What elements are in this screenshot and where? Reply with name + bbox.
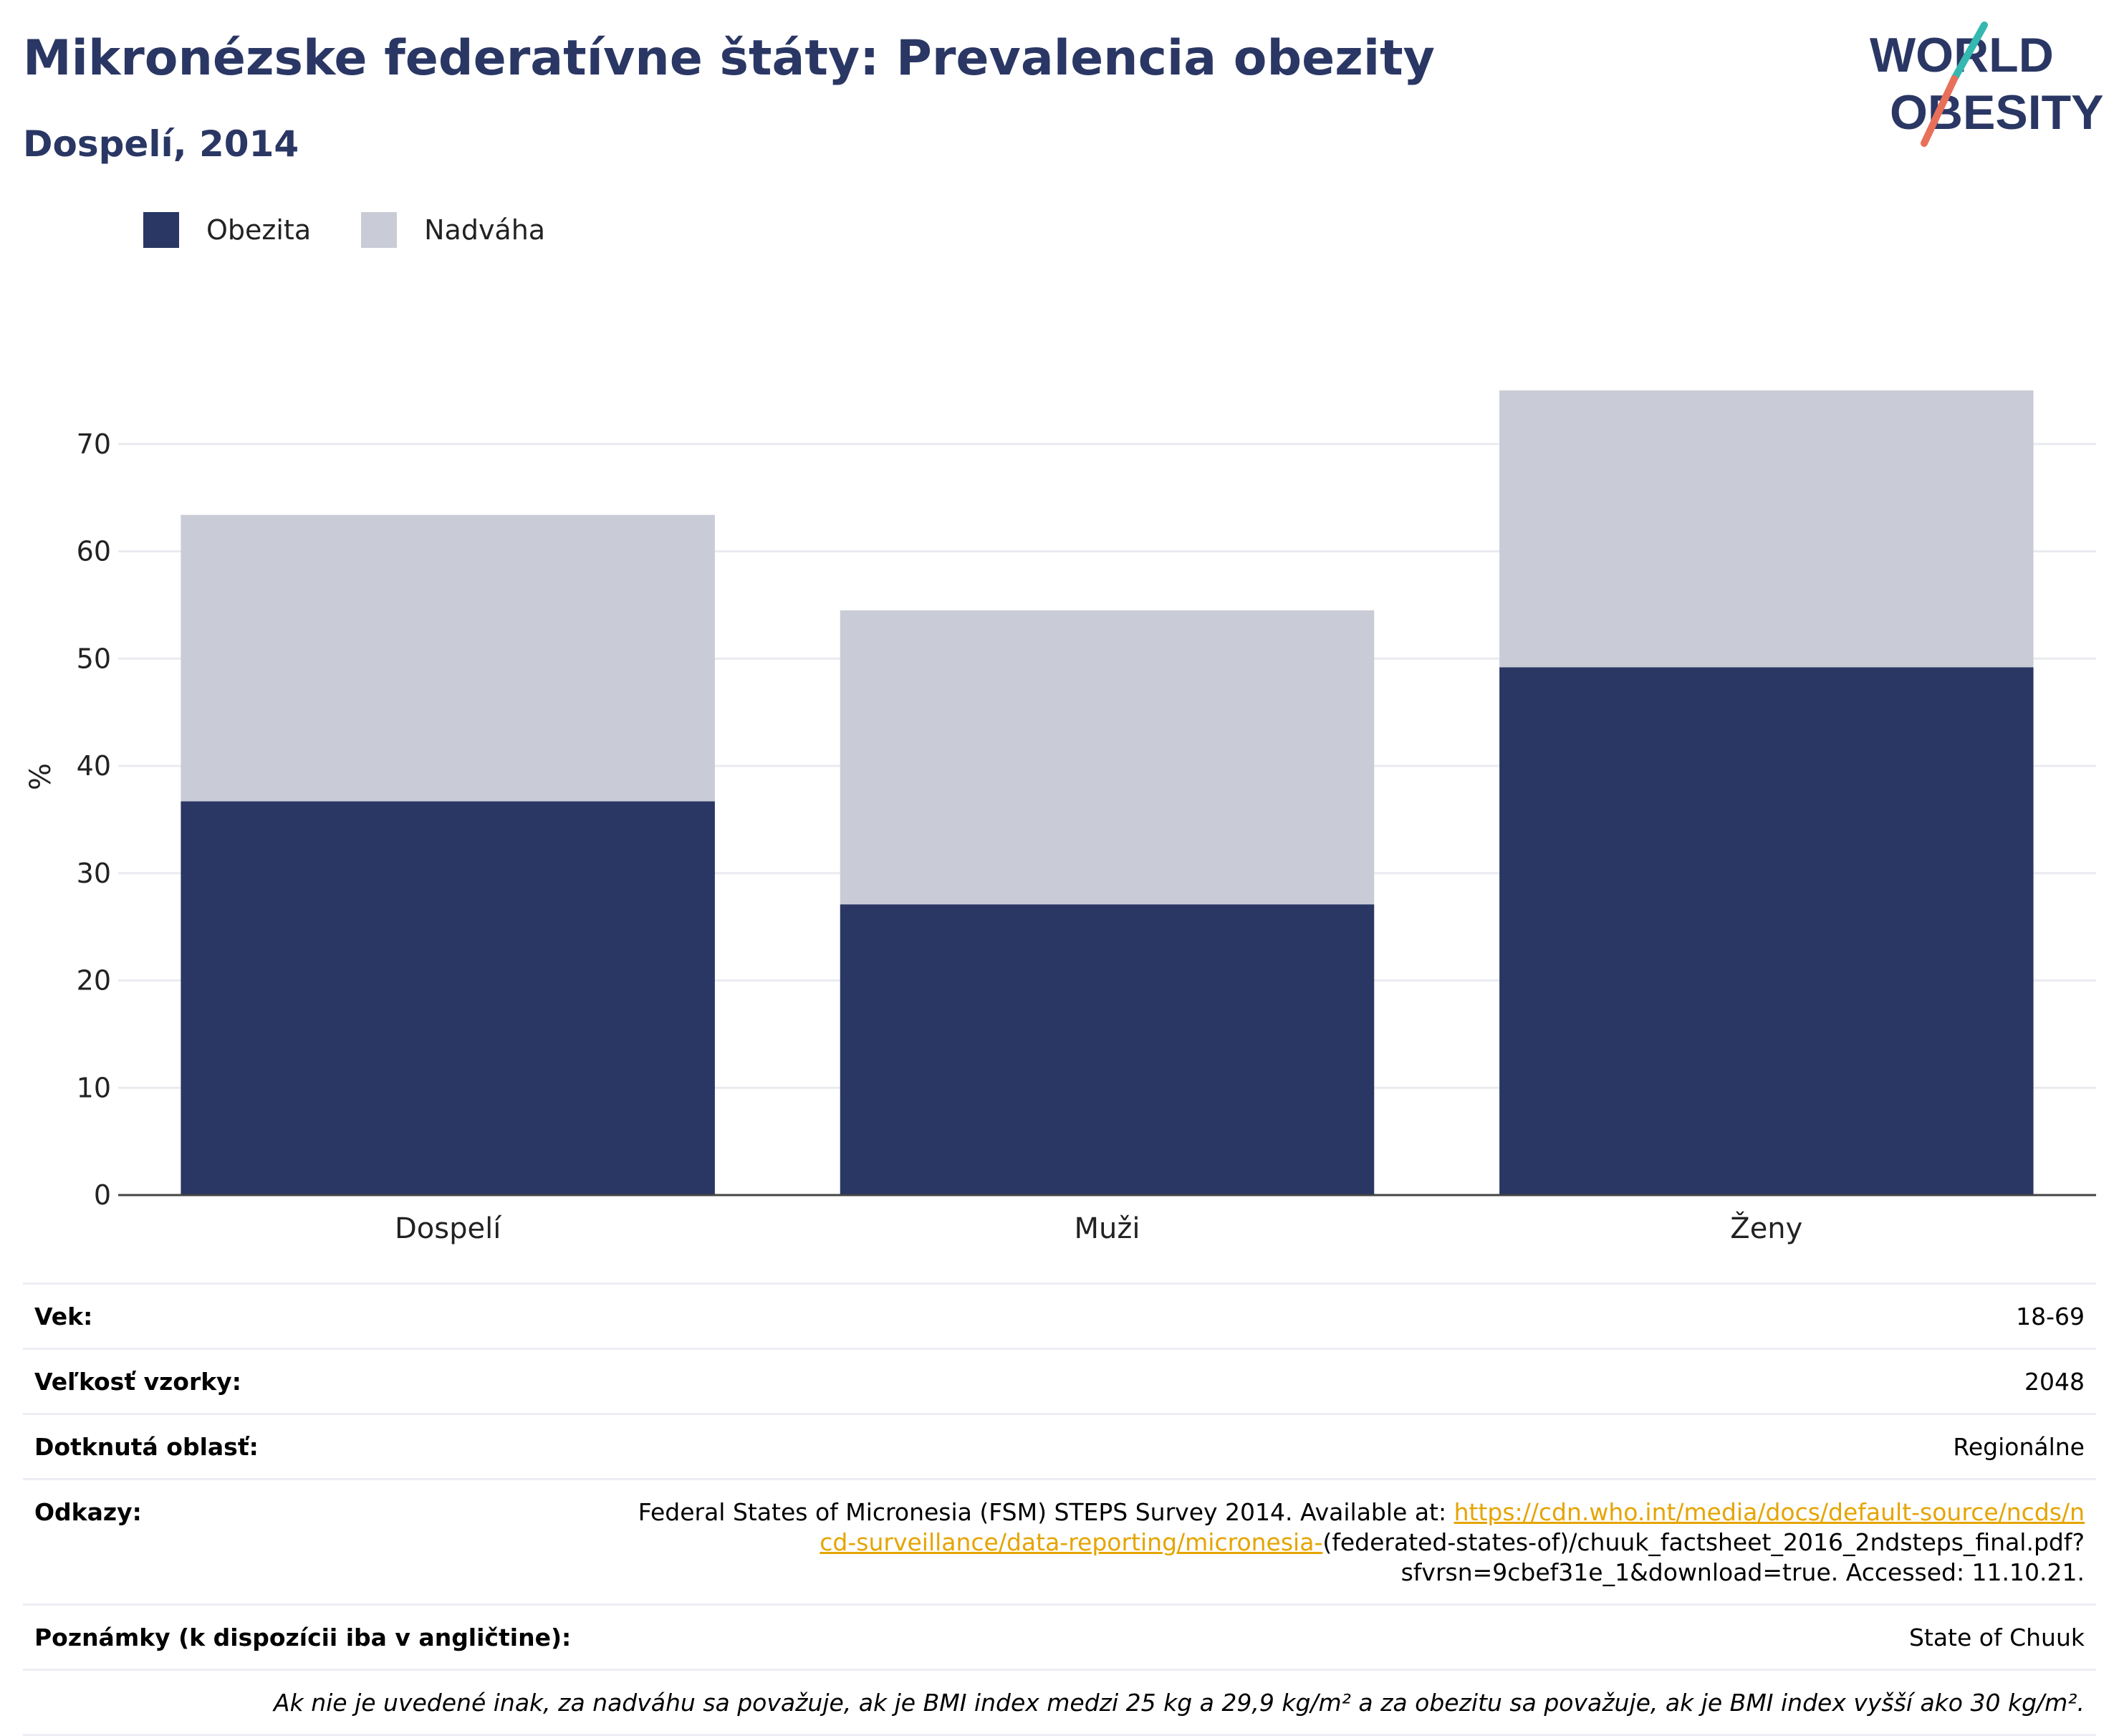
page-subtitle: Dospelí, 2014 xyxy=(23,123,299,165)
x-tick-label: Muži xyxy=(1075,1212,1140,1245)
info-row-age: Vek: 18-69 xyxy=(23,1282,2096,1348)
legend-swatch-overweight xyxy=(361,212,398,248)
logo-text-obesity: OBESITY xyxy=(1890,85,2104,140)
y-tick-label: 10 xyxy=(77,1072,111,1103)
page-title: Mikronézske federatívne štáty: Prevalenc… xyxy=(23,30,1436,87)
legend-item-obesity[interactable]: Obezita xyxy=(143,212,311,248)
info-label-sample-size: Veľkosť vzorky: xyxy=(34,1368,241,1396)
y-tick-label: 50 xyxy=(77,643,111,674)
info-table: Vek: 18-69 Veľkosť vzorky: 2048 Dotknutá… xyxy=(23,1282,2096,1736)
bar-obesity xyxy=(840,904,1375,1195)
bar-obesity xyxy=(181,801,715,1195)
y-tick-label: 60 xyxy=(77,536,111,567)
info-row-area: Dotknutá oblasť: Regionálne xyxy=(23,1413,2096,1478)
info-row-sample-size: Veľkosť vzorky: 2048 xyxy=(23,1348,2096,1413)
bar-obesity xyxy=(1499,667,2034,1195)
info-row-references: Odkazy: Federal States of Micronesia (FS… xyxy=(23,1478,2096,1603)
info-value-age: 18-69 xyxy=(2016,1303,2085,1330)
info-value-sample-size: 2048 xyxy=(2024,1368,2085,1396)
y-tick-label: 20 xyxy=(77,965,111,997)
bar-overweight xyxy=(840,610,1375,905)
info-row-footnote: Ak nie je uvedené inak, za nadváhu sa po… xyxy=(23,1669,2096,1736)
info-label-age: Vek: xyxy=(34,1303,93,1330)
y-tick-label: 40 xyxy=(77,750,111,782)
info-value-notes: State of Chuuk xyxy=(1908,1624,2085,1651)
x-tick-label: Ženy xyxy=(1730,1211,1802,1245)
bar-chart: 0 10 20 30 40 50 60 70% Dospelí Muži Ženy xyxy=(24,390,2096,1245)
bar-overweight xyxy=(181,514,715,802)
y-axis-label: % xyxy=(24,763,57,790)
chart-legend: Obezita Nadváha xyxy=(143,212,595,248)
logo-slash-coral xyxy=(1921,75,1958,147)
info-row-notes: Poznámky (k dispozícii iba v angličtine)… xyxy=(23,1603,2096,1669)
reference-link[interactable]: https://cdn.who.int/media/docs/default-s… xyxy=(820,1498,2085,1556)
info-value-area: Regionálne xyxy=(1953,1433,2085,1461)
y-tick-label: 30 xyxy=(77,858,111,889)
x-tick-label: Dospelí xyxy=(395,1212,502,1245)
legend-label-obesity: Obezita xyxy=(206,214,312,246)
bar-overweight xyxy=(1499,390,2034,668)
reference-suffix: (federated-states-of)/chuuk_factsheet_20… xyxy=(1322,1528,2085,1586)
footnote-text: Ak nie je uvedené inak, za nadváhu sa po… xyxy=(274,1689,2085,1717)
info-label-notes: Poznámky (k dispozícii iba v angličtine)… xyxy=(34,1624,572,1651)
info-value-references: Federal States of Micronesia (FSM) STEPS… xyxy=(638,1497,2085,1588)
info-label-area: Dotknutá oblasť: xyxy=(34,1433,259,1461)
logo-text-world: WORLD xyxy=(1870,28,2054,82)
world-obesity-logo: WORLD OBESITY xyxy=(1870,21,2104,147)
info-label-references: Odkazy: xyxy=(34,1498,142,1526)
y-tick-label: 0 xyxy=(94,1179,111,1211)
logo-slash-teal xyxy=(1951,21,1988,82)
y-tick-label: 70 xyxy=(77,428,111,460)
legend-label-overweight: Nadváha xyxy=(424,214,546,246)
reference-prefix: Federal States of Micronesia (FSM) STEPS… xyxy=(638,1498,1454,1526)
legend-item-overweight[interactable]: Nadváha xyxy=(361,212,545,248)
legend-swatch-obesity xyxy=(143,212,179,248)
